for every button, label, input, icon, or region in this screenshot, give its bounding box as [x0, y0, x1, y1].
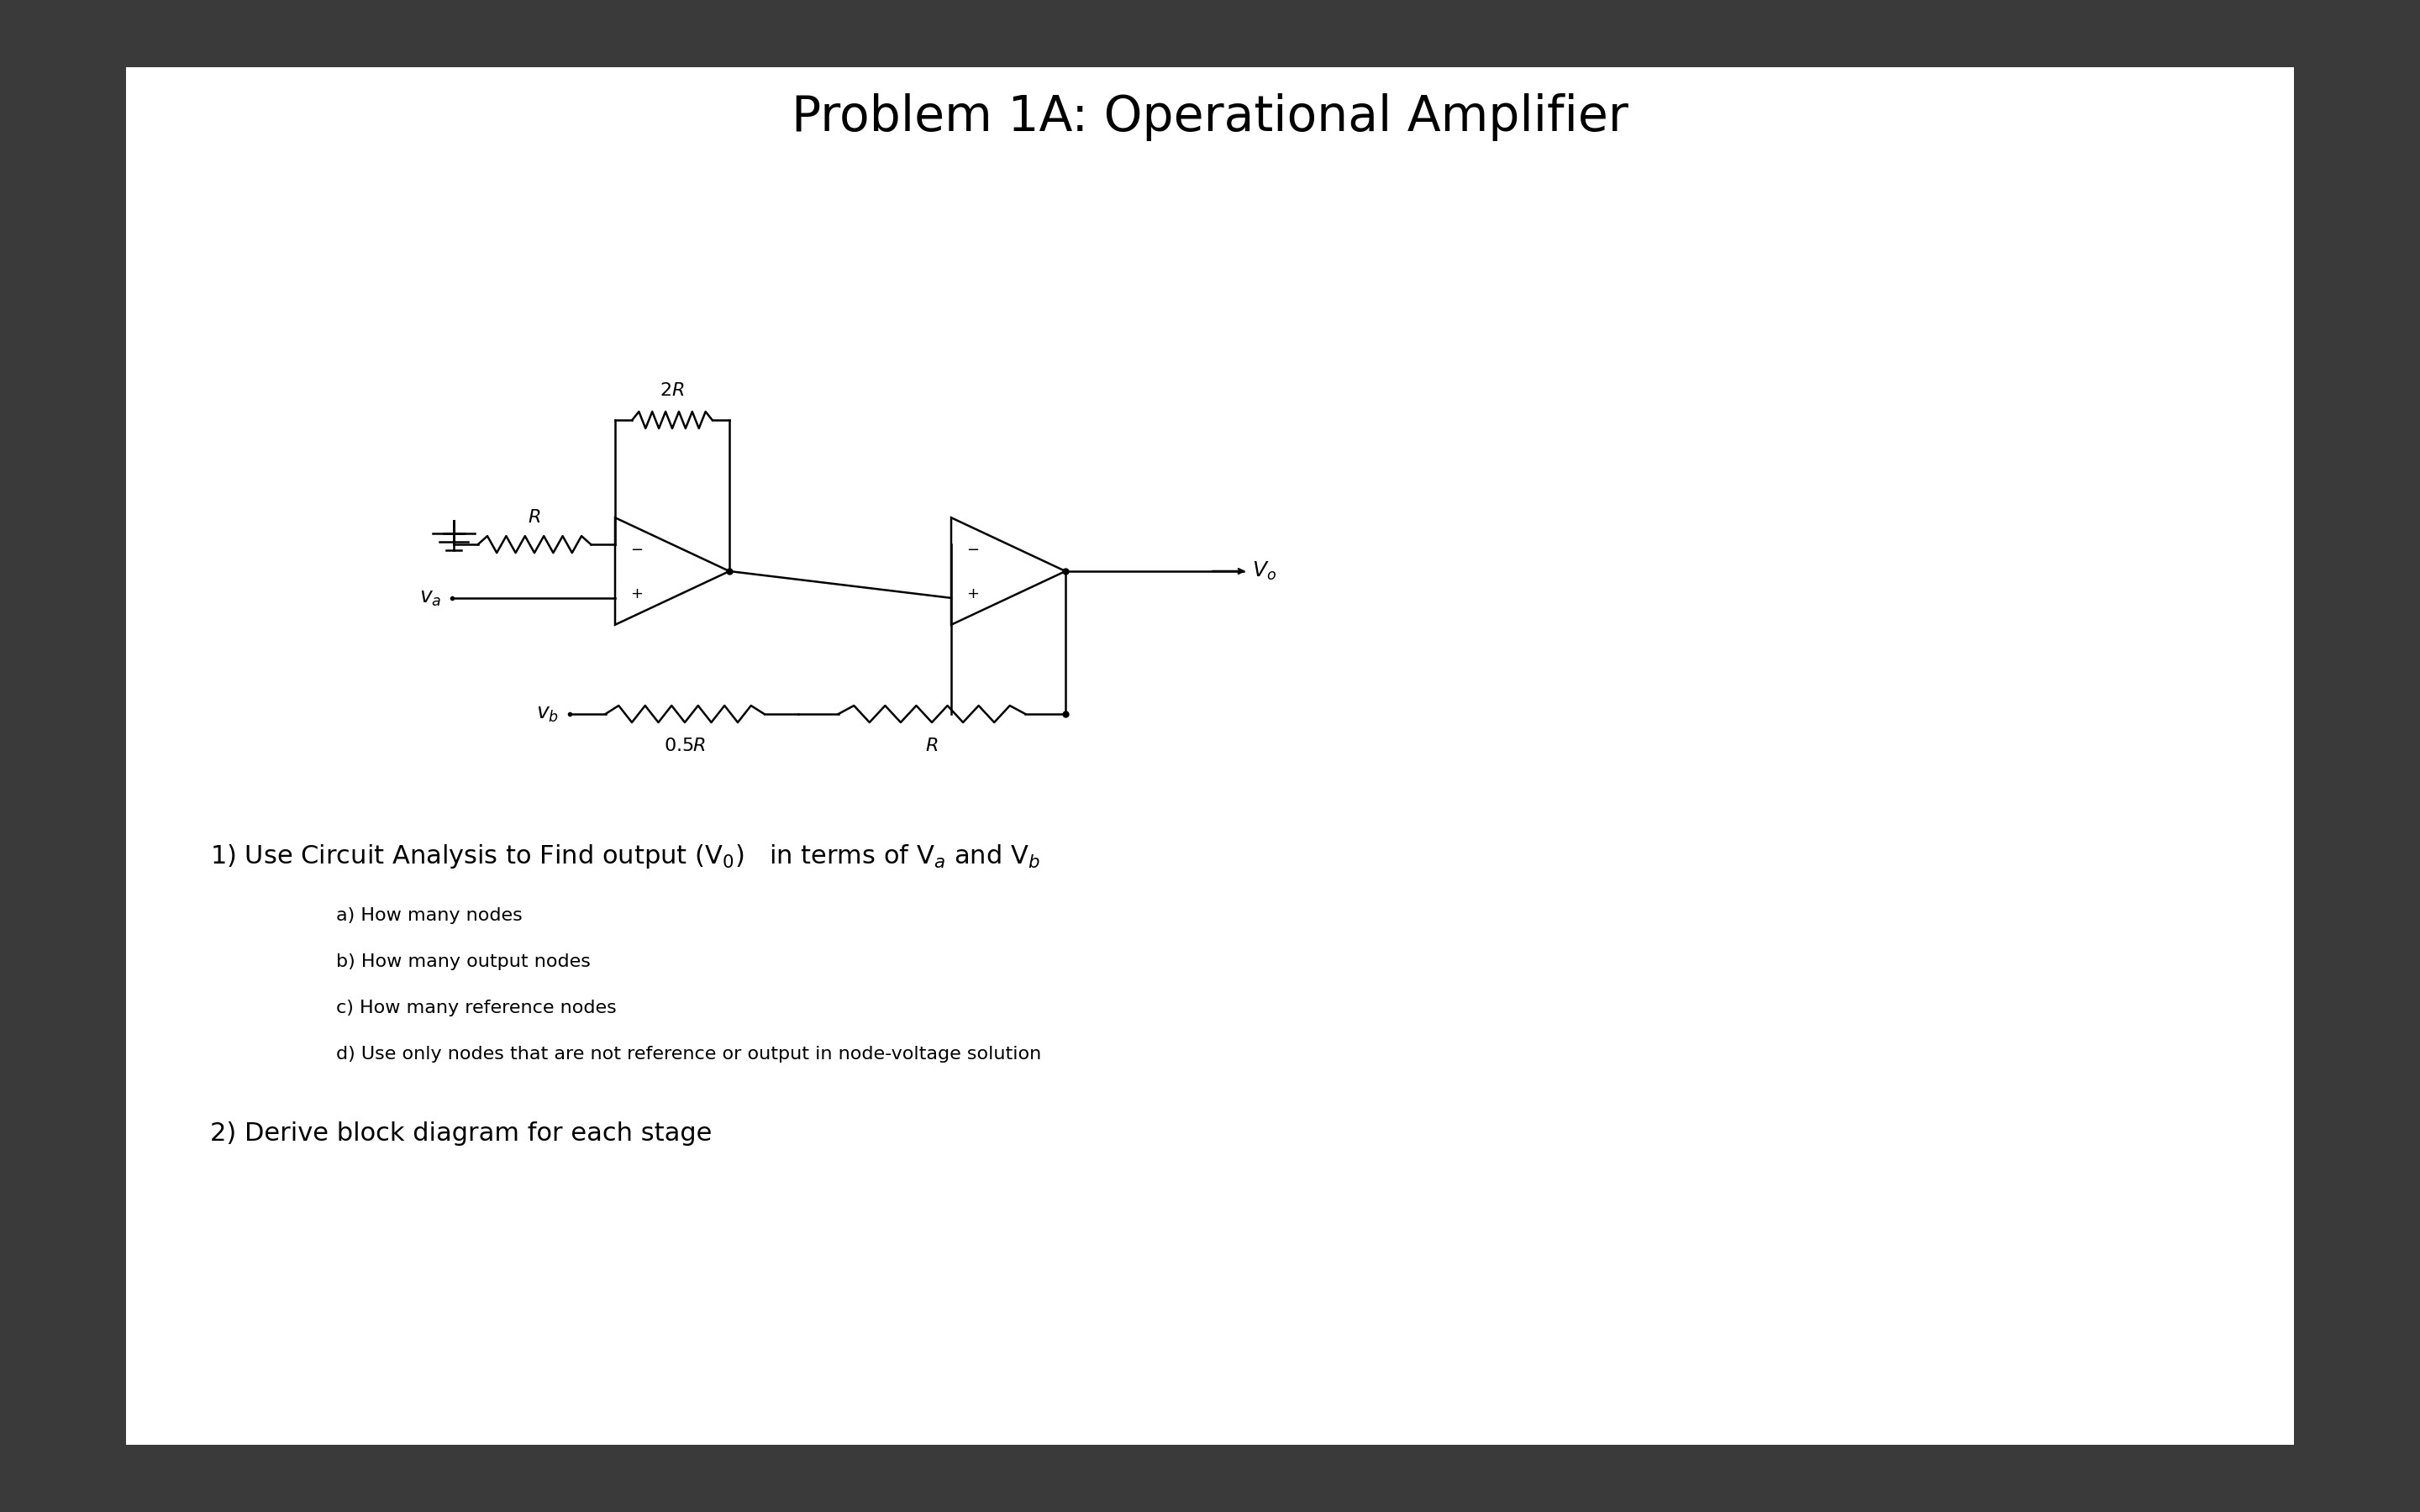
Text: b) How many output nodes: b) How many output nodes	[336, 954, 590, 971]
Text: $V_o$: $V_o$	[1251, 561, 1275, 582]
Text: $R$: $R$	[528, 510, 540, 526]
Text: d) Use only nodes that are not reference or output in node-voltage solution: d) Use only nodes that are not reference…	[336, 1046, 1041, 1063]
Text: $R$: $R$	[924, 738, 939, 754]
Text: $-$: $-$	[966, 541, 980, 556]
Text: 1) Use Circuit Analysis to Find output (V$_0$)   in terms of V$_a$ and V$_b$: 1) Use Circuit Analysis to Find output (…	[211, 844, 1041, 871]
Text: Problem 1A: Operational Amplifier: Problem 1A: Operational Amplifier	[791, 94, 1629, 142]
Text: $+$: $+$	[629, 587, 644, 602]
Text: $0.5R$: $0.5R$	[663, 738, 707, 754]
FancyBboxPatch shape	[126, 67, 2294, 1445]
Text: c) How many reference nodes: c) How many reference nodes	[336, 999, 617, 1016]
Text: 2) Derive block diagram for each stage: 2) Derive block diagram for each stage	[211, 1122, 711, 1146]
Text: $2R$: $2R$	[661, 383, 685, 399]
Text: $+$: $+$	[966, 587, 980, 602]
Text: $-$: $-$	[629, 541, 644, 556]
Text: a) How many nodes: a) How many nodes	[336, 907, 523, 924]
Text: $v_a$: $v_a$	[419, 588, 440, 608]
Text: $v_b$: $v_b$	[537, 705, 559, 724]
